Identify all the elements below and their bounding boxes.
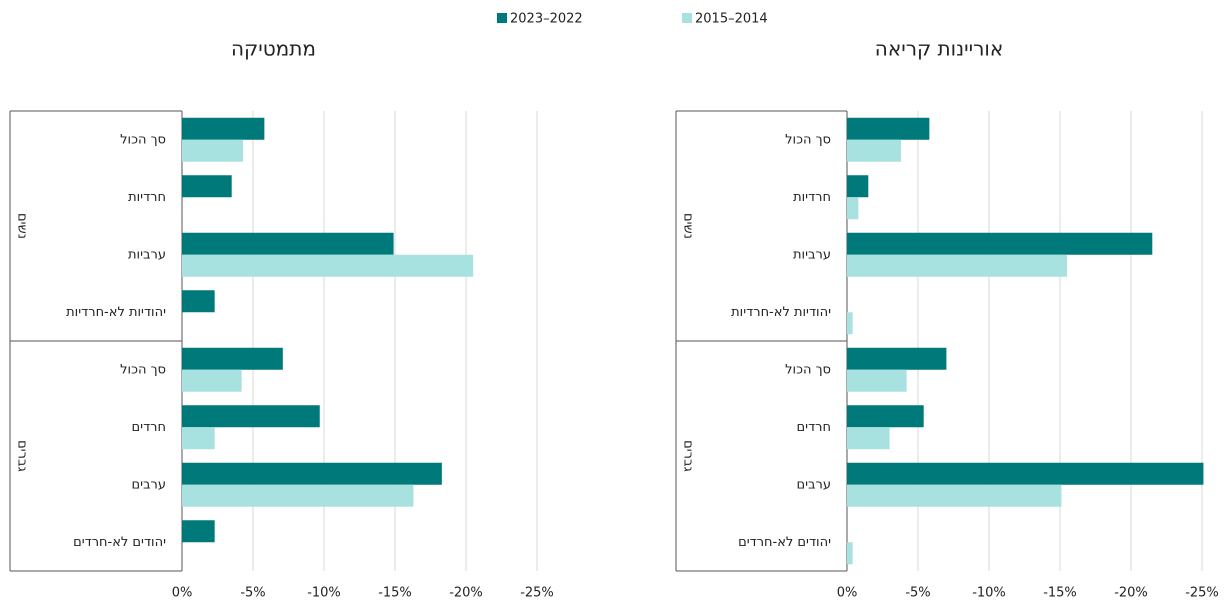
bar xyxy=(847,232,1153,255)
x-tick-label: -20% xyxy=(449,586,483,601)
category-label: סך הכול xyxy=(785,362,831,377)
bar xyxy=(847,427,890,450)
x-tick-label: -20% xyxy=(1114,586,1148,601)
category-label: ערבים xyxy=(131,477,166,492)
legend-label: 2015–2014 xyxy=(695,12,768,27)
category-label: יהודים לא-חרדים xyxy=(738,535,831,550)
category-label: חרדיות xyxy=(793,190,831,205)
group-label: גברים xyxy=(15,440,30,472)
x-tick-label: -10% xyxy=(307,586,341,601)
bar xyxy=(847,254,1068,277)
bar xyxy=(847,117,930,140)
bar xyxy=(182,139,244,162)
category-label: סך הכול xyxy=(785,132,831,147)
x-tick-label: -15% xyxy=(378,586,412,601)
x-tick-label: -25% xyxy=(1185,586,1219,601)
bar xyxy=(847,484,1062,507)
category-label: יהודיות לא-חרדיות xyxy=(66,305,166,320)
bar xyxy=(847,175,869,198)
bar xyxy=(182,117,265,140)
bar xyxy=(182,347,283,370)
bar xyxy=(847,542,853,565)
bar xyxy=(847,405,924,428)
bar xyxy=(182,175,232,198)
bar xyxy=(847,312,853,335)
category-label: חרדים xyxy=(132,420,166,435)
bar xyxy=(182,462,442,485)
legend-swatch xyxy=(682,13,692,23)
group-label: גברים xyxy=(681,440,696,472)
bar xyxy=(182,290,215,313)
category-label: ערביות xyxy=(128,247,166,262)
x-tick-label: -5% xyxy=(240,586,265,601)
bar xyxy=(182,369,242,392)
category-label: יהודים לא-חרדים xyxy=(73,535,166,550)
chart-title t: מתמטיקה xyxy=(231,37,316,61)
chart-title t: אוריינות קריאה xyxy=(875,37,1003,61)
bar xyxy=(182,520,215,543)
x-tick-label: 0% xyxy=(172,586,193,601)
category-label: סך הכול xyxy=(120,362,166,377)
bar xyxy=(847,347,947,370)
group-label: נשים xyxy=(15,213,30,239)
x-tick-label: -10% xyxy=(972,586,1006,601)
bar xyxy=(847,197,859,220)
legend-label: 2023–2022 xyxy=(510,12,583,27)
bar xyxy=(182,484,414,507)
category-label: סך הכול xyxy=(120,132,166,147)
group-label: נשים xyxy=(681,213,696,239)
bar xyxy=(182,427,215,450)
bar xyxy=(847,139,901,162)
x-tick-label: -5% xyxy=(905,586,930,601)
x-tick-label: -25% xyxy=(520,586,554,601)
x-tick-label: -15% xyxy=(1043,586,1077,601)
category-label: יהודיות לא-חרדיות xyxy=(731,305,831,320)
category-label: ערביות xyxy=(793,247,831,262)
bar xyxy=(847,462,1204,485)
category-label: חרדים xyxy=(797,420,831,435)
bar xyxy=(847,369,907,392)
bar xyxy=(182,405,320,428)
bar xyxy=(182,254,474,277)
category-label: ערבים xyxy=(796,477,831,492)
legend-swatch xyxy=(497,13,507,23)
category-label: חרדיות xyxy=(128,190,166,205)
x-tick-label: 0% xyxy=(837,586,858,601)
bar xyxy=(182,232,394,255)
